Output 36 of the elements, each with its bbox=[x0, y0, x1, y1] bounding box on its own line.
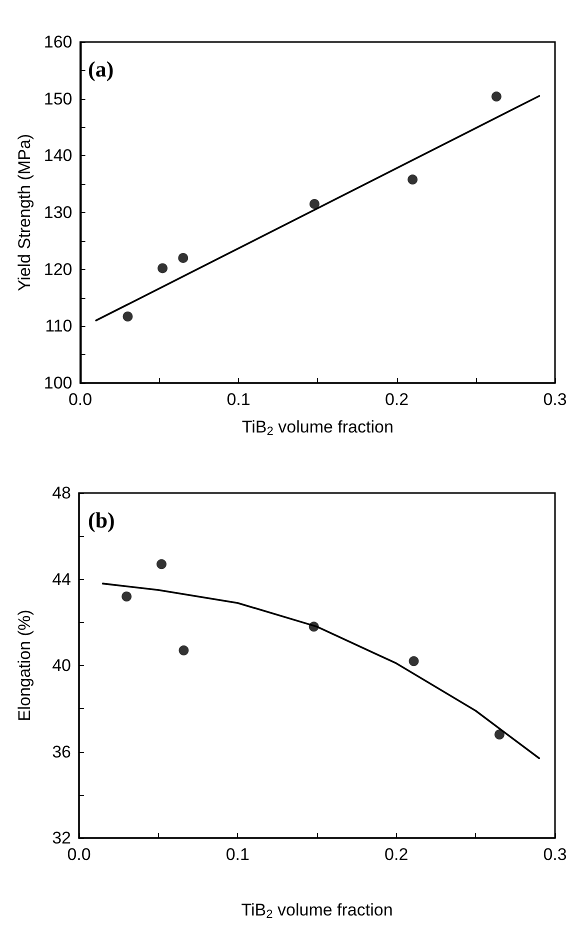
y-tick-label: 160 bbox=[44, 32, 72, 52]
x-tick-label: 0.0 bbox=[68, 390, 92, 409]
point bbox=[309, 198, 320, 209]
x-tick-label: 0.0 bbox=[67, 845, 91, 864]
line-series bbox=[102, 582, 540, 760]
y-tick-label: 48 bbox=[52, 484, 71, 502]
point bbox=[122, 312, 133, 322]
y-axis-title: Yield Strength (MPa) bbox=[15, 134, 34, 292]
y-tick-label: 110 bbox=[45, 316, 72, 336]
x-tick-label: 0.1 bbox=[226, 845, 250, 864]
y-tick-label: 32 bbox=[52, 828, 71, 848]
x-tick-label: 0.1 bbox=[226, 390, 250, 409]
y-tick-label: 150 bbox=[44, 89, 72, 108]
point bbox=[156, 559, 167, 570]
x-tick-label: 0.3 bbox=[543, 390, 567, 409]
y-tick-label: 130 bbox=[44, 203, 72, 222]
point bbox=[122, 592, 132, 602]
y-tick-label: 36 bbox=[52, 742, 71, 762]
x-tick-label: 0.2 bbox=[384, 390, 409, 409]
x-tick-label: 0.2 bbox=[384, 845, 408, 864]
y-tick-label: 40 bbox=[52, 656, 71, 675]
point bbox=[178, 645, 189, 656]
point bbox=[408, 656, 419, 666]
point bbox=[158, 263, 168, 274]
point bbox=[178, 252, 188, 263]
y-tick-label: 140 bbox=[44, 146, 72, 166]
annotation: (a) bbox=[88, 56, 114, 82]
y-axis-title: Elongation (%) bbox=[15, 610, 34, 722]
x-tick-label: 0.3 bbox=[543, 845, 567, 864]
y-tick-label: 44 bbox=[52, 570, 71, 589]
y-tick-label: 100 bbox=[44, 374, 72, 392]
point bbox=[494, 730, 504, 740]
point bbox=[408, 174, 418, 185]
point bbox=[491, 92, 502, 102]
y-tick-label: 120 bbox=[44, 260, 72, 279]
annotation: (b) bbox=[88, 508, 115, 532]
